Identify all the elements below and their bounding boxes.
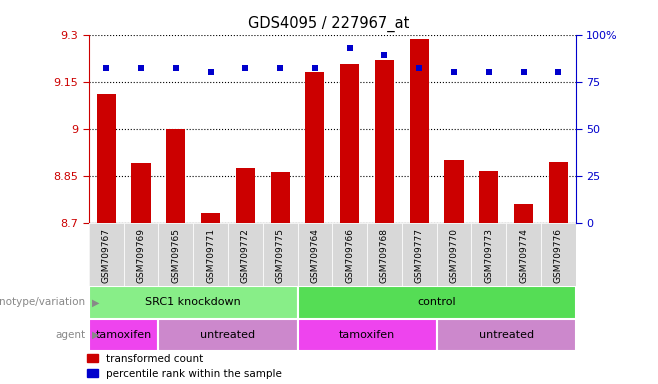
Bar [549,162,568,223]
Text: GSM709765: GSM709765 [171,228,180,283]
Text: GSM709771: GSM709771 [206,228,215,283]
Text: SRC1 knockdown: SRC1 knockdown [145,297,241,308]
Bar [305,72,324,223]
Bar [332,223,367,286]
Bar [297,223,332,286]
Bar [228,223,263,286]
Bar [89,223,124,286]
Text: ▶: ▶ [92,330,99,340]
Bar [297,286,576,319]
Bar [97,94,116,223]
Text: GSM709774: GSM709774 [519,228,528,283]
Point [379,52,390,58]
Bar [402,223,437,286]
Text: tamoxifen: tamoxifen [339,330,395,340]
Text: GSM709766: GSM709766 [345,228,354,283]
Bar [201,213,220,223]
Bar [159,223,193,286]
Point [310,65,320,71]
Legend: transformed count, percentile rank within the sample: transformed count, percentile rank withi… [88,354,282,379]
Bar [270,172,290,223]
Point [344,45,355,51]
Text: GSM709773: GSM709773 [484,228,494,283]
Point [519,69,529,75]
Bar [375,60,394,223]
Text: control: control [417,297,456,308]
Text: GSM709770: GSM709770 [449,228,459,283]
Point [484,69,494,75]
Bar [89,319,159,351]
Point [205,69,216,75]
Bar [193,223,228,286]
Bar [124,223,159,286]
Text: GSM709772: GSM709772 [241,228,250,283]
Bar [367,223,402,286]
Point [414,65,424,71]
Text: GSM709777: GSM709777 [415,228,424,283]
Bar [340,65,359,223]
Bar [541,223,576,286]
Bar [89,286,297,319]
Point [101,65,111,71]
Text: agent: agent [55,330,86,340]
Text: tamoxifen: tamoxifen [95,330,152,340]
Text: GSM709767: GSM709767 [102,228,111,283]
Text: GDS4095 / 227967_at: GDS4095 / 227967_at [248,15,410,31]
Point [553,69,564,75]
Text: genotype/variation: genotype/variation [0,297,86,308]
Text: ▶: ▶ [92,297,99,308]
Point [449,69,459,75]
Bar [132,163,151,223]
Text: untreated: untreated [201,330,255,340]
Text: GSM709768: GSM709768 [380,228,389,283]
Bar [444,160,464,223]
Bar [410,39,429,223]
Point [170,65,181,71]
Bar [437,223,471,286]
Bar [297,319,437,351]
Text: GSM709775: GSM709775 [276,228,285,283]
Text: untreated: untreated [478,330,534,340]
Bar [166,129,186,223]
Text: GSM709769: GSM709769 [136,228,145,283]
Bar [236,168,255,223]
Bar [263,223,297,286]
Point [240,65,251,71]
Bar [506,223,541,286]
Text: GSM709764: GSM709764 [311,228,319,283]
Text: GSM709776: GSM709776 [554,228,563,283]
Bar [159,319,297,351]
Bar [514,204,533,223]
Point [275,65,286,71]
Bar [471,223,506,286]
Point [136,65,146,71]
Bar [437,319,576,351]
Bar [479,171,498,223]
